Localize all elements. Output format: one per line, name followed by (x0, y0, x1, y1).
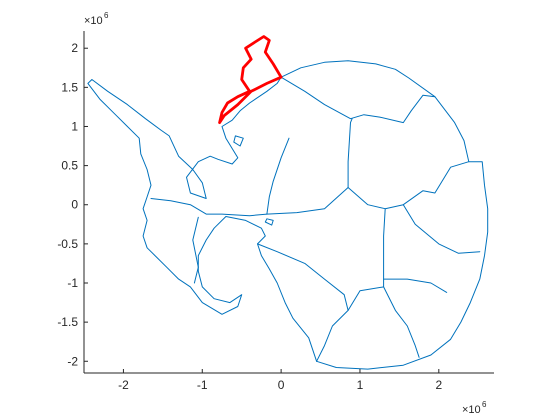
divide-south-east-line (383, 278, 448, 293)
y-tick-label: -0.5 (57, 237, 78, 251)
y-tick-label: 0.5 (61, 159, 78, 173)
divide-dome-east-line (347, 161, 470, 210)
y-tick-label: -2 (67, 354, 78, 368)
island-north-line (233, 135, 244, 147)
divide-south-main-line (383, 208, 420, 358)
y-tick-label: 1 (71, 119, 78, 133)
x-tick-label: 1 (357, 378, 364, 392)
x-axis-multiplier: ×10 6 (462, 400, 487, 416)
map-layers (87, 35, 489, 370)
x-tick-label: 0 (278, 378, 285, 392)
y-axis-multiplier: ×10 6 (84, 11, 109, 27)
island-east-line (264, 218, 274, 226)
y-multiplier-base: ×10 (84, 15, 103, 27)
highlighted-basin-line (218, 35, 283, 124)
divide-peninsula-south-line (192, 216, 199, 284)
x-tick-label: -1 (197, 378, 208, 392)
y-tick-label: -1.5 (57, 315, 78, 329)
y-tick-label: 0 (71, 198, 78, 212)
y-ticks: -2 -1.5 -1 -0.5 0 0.5 1 1.5 2 (57, 41, 88, 368)
x-tick-label: -2 (118, 378, 129, 392)
y-tick-label: -1 (67, 276, 78, 290)
x-multiplier-exponent: 6 (482, 400, 487, 409)
y-tick-label: 2 (71, 41, 78, 55)
divide-east-south-line (402, 204, 481, 254)
divide-north-line-line (280, 76, 436, 124)
divide-peninsula-west-line (150, 198, 268, 217)
divide-central-west-line (266, 137, 290, 215)
y-tick-label: 1.5 (61, 80, 78, 94)
divide-dome-north-line (347, 118, 353, 188)
divide-west-dome-line (266, 187, 349, 215)
y-multiplier-exponent: 6 (104, 11, 109, 20)
coastline-line (87, 60, 489, 370)
divide-south-west-line (316, 286, 385, 362)
x-multiplier-base: ×10 (462, 404, 481, 416)
divide-ross-line (257, 243, 349, 311)
axes (83, 31, 494, 374)
x-ticks: -2 -1 0 1 2 (118, 369, 442, 392)
x-tick-label: 2 (435, 378, 442, 392)
